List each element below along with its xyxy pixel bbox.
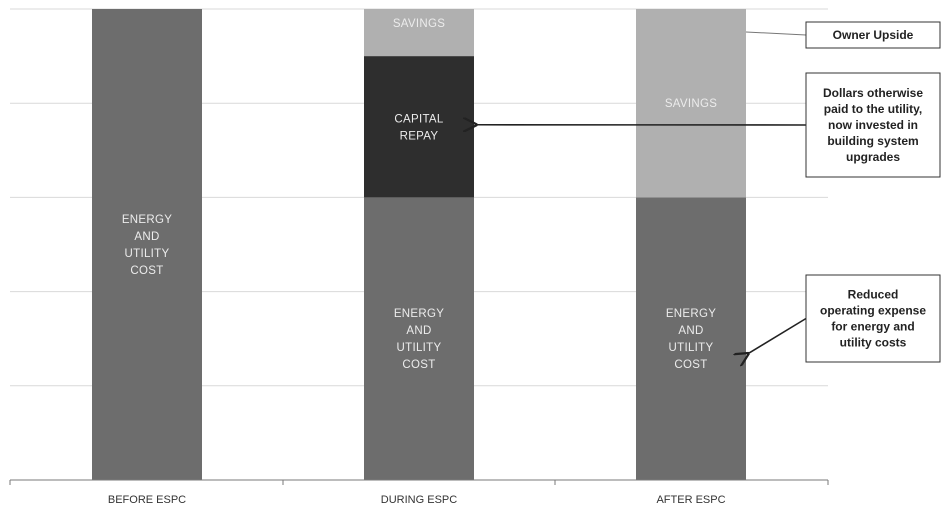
callout-text: Dollars otherwise paid to the utility, now… bbox=[823, 86, 923, 164]
bars: ENERGY AND UTILITY COST ENERGY AND UTILITY COST… bbox=[92, 9, 746, 480]
callout-box bbox=[805, 72, 941, 178]
callout-connector bbox=[745, 31, 807, 36]
bar-segment-during-espc-savings bbox=[364, 9, 474, 57]
callout-text: Owner Upside bbox=[833, 28, 914, 42]
callouts: Owner Upside Dollars otherwise paid to the… bbox=[476, 21, 941, 363]
bar-segment-label: ENERGY AND UTILITY COST bbox=[122, 214, 172, 277]
bar-segment-after-espc-energy-and-utility-cost bbox=[636, 197, 746, 480]
bar-segment-after-espc-savings bbox=[636, 9, 746, 198]
bar-segment-during-espc-capital-repay bbox=[364, 56, 474, 198]
callout-box bbox=[805, 274, 941, 363]
bar-segment-label: CAPITAL REPAY bbox=[394, 113, 443, 142]
x-axis: BEFORE ESPC DURING ESPC AFTER ESPC bbox=[9, 479, 829, 506]
callout-arrow bbox=[748, 317, 807, 354]
callout-box bbox=[805, 21, 941, 49]
bar-segment-during-espc-energy-and-utility-cost bbox=[364, 197, 474, 480]
x-tick-label: BEFORE ESPC bbox=[108, 494, 186, 506]
x-tick-label: DURING ESPC bbox=[381, 494, 457, 506]
bar-segment-before-espc-energy-and-utility-cost bbox=[92, 9, 202, 480]
bar-segment-label: ENERGY AND UTILITY COST bbox=[666, 308, 716, 371]
callout-text: Reduced operating expense for energy and ut… bbox=[820, 288, 926, 350]
bar-segment-label: ENERGY AND UTILITY COST bbox=[394, 308, 444, 371]
x-tick-label: AFTER ESPC bbox=[656, 494, 725, 506]
bar-segment-label: SAVINGS bbox=[665, 98, 717, 110]
bar-segment-label: SAVINGS bbox=[393, 18, 445, 30]
